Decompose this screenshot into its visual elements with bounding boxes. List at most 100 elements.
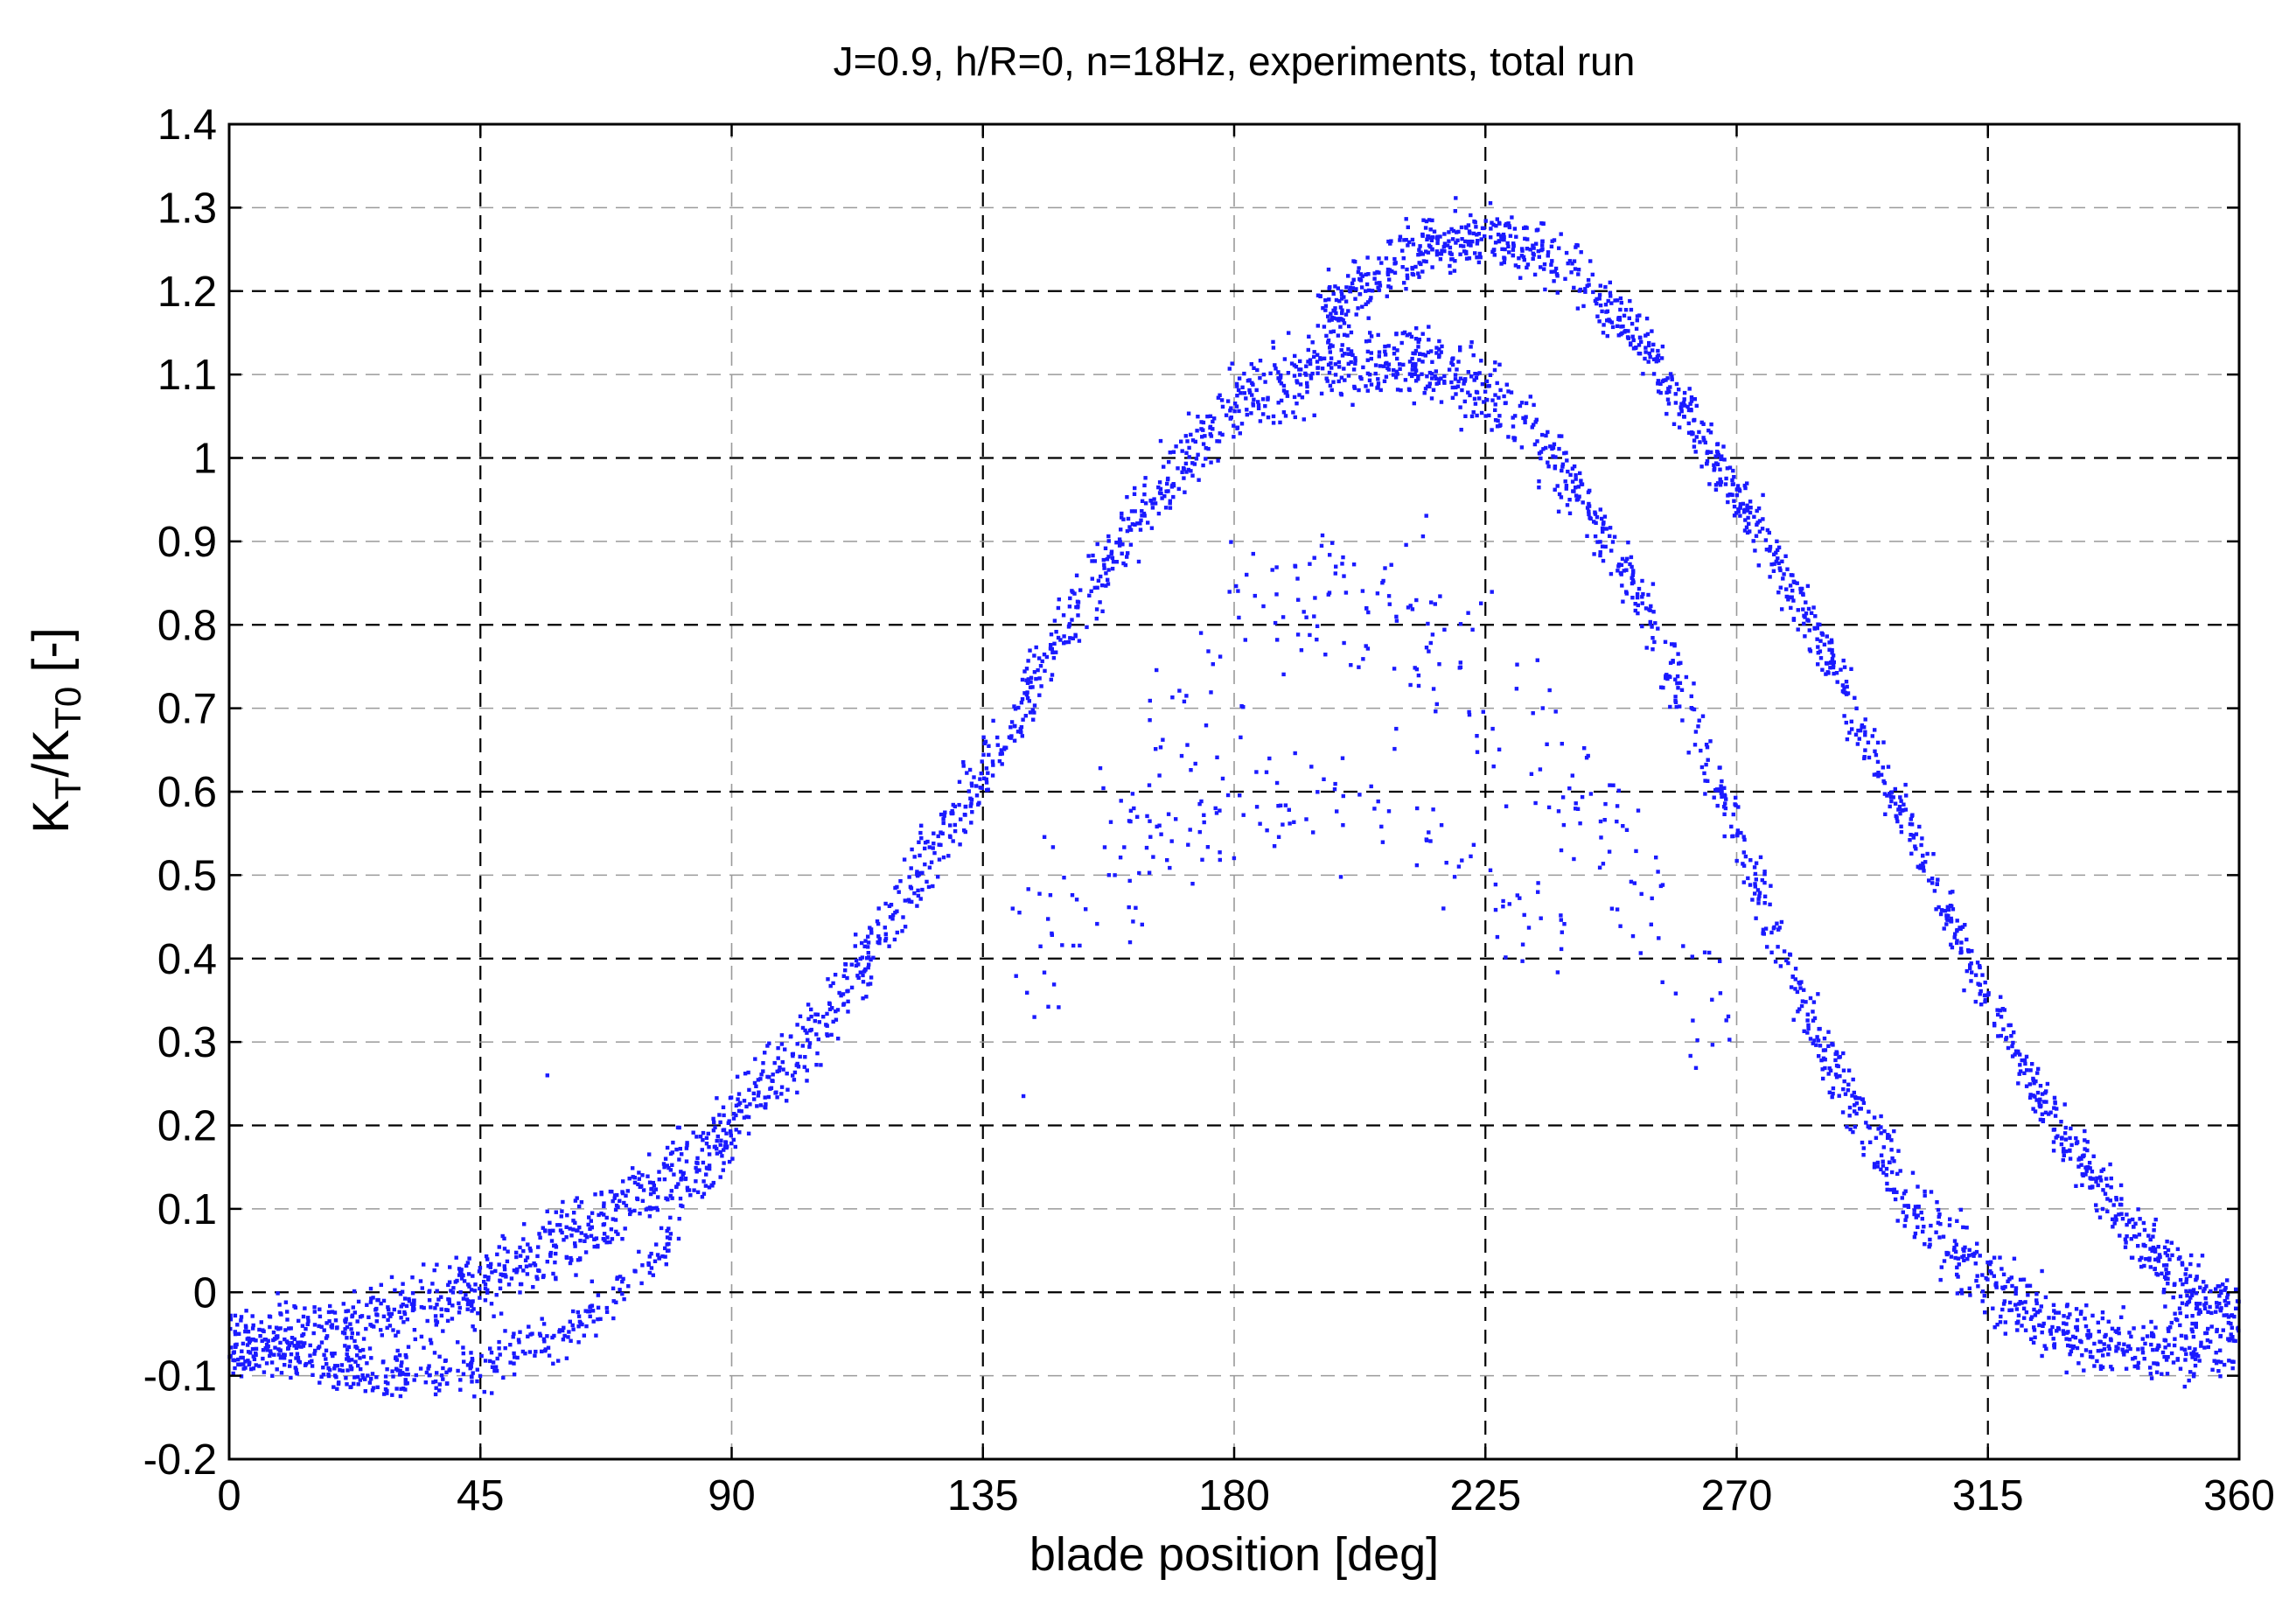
scatter-point	[1606, 298, 1610, 304]
scatter-point	[1630, 581, 1635, 586]
scatter-point	[273, 1345, 277, 1350]
scatter-point	[1588, 515, 1592, 521]
scatter-point	[577, 1257, 583, 1261]
scatter-point	[389, 1311, 394, 1317]
scatter-point	[629, 1210, 633, 1214]
scatter-point	[890, 917, 895, 921]
scatter-point	[1306, 360, 1310, 364]
scatter-point	[1895, 815, 1899, 821]
scatter-point	[1613, 298, 1617, 303]
scatter-point	[1868, 1140, 1873, 1144]
scatter-point	[1965, 1226, 1969, 1230]
scatter-point	[1350, 286, 1356, 290]
scatter-point	[1809, 611, 1814, 615]
scatter-point	[676, 1236, 681, 1241]
scatter-point	[1840, 1110, 1846, 1114]
scatter-point	[1294, 365, 1299, 369]
scatter-point	[984, 780, 989, 785]
scatter-point	[1715, 442, 1720, 447]
scatter-point	[478, 1286, 482, 1291]
scatter-point	[1458, 665, 1463, 669]
scatter-point	[1346, 274, 1350, 278]
scatter-point	[1788, 583, 1793, 588]
scatter-point	[1834, 1063, 1839, 1068]
scatter-point	[1884, 1173, 1888, 1177]
scatter-point	[1036, 667, 1040, 673]
scatter-point	[2051, 1316, 2056, 1320]
scatter-point	[1395, 372, 1399, 376]
scatter-point	[433, 1314, 438, 1318]
scatter-point	[695, 1161, 700, 1165]
scatter-point	[1902, 1204, 1907, 1208]
scatter-point	[553, 1260, 557, 1265]
scatter-point	[779, 1033, 785, 1038]
scatter-point	[1608, 526, 1613, 530]
scatter-point	[394, 1358, 399, 1362]
scatter-point	[1732, 475, 1736, 479]
scatter-point	[1569, 270, 1574, 275]
scatter-point	[1139, 518, 1143, 522]
scatter-point	[2142, 1263, 2146, 1268]
scatter-point	[1434, 709, 1438, 714]
scatter-point	[863, 939, 868, 943]
scatter-point	[1250, 393, 1254, 397]
scatter-point	[923, 846, 927, 851]
scatter-point	[661, 1162, 666, 1166]
scatter-point	[2047, 1316, 2051, 1320]
scatter-point	[622, 1200, 626, 1205]
scatter-point	[313, 1348, 318, 1353]
scatter-point	[1535, 439, 1539, 444]
scatter-point	[2095, 1176, 2099, 1180]
scatter-point	[1653, 621, 1657, 625]
scatter-point	[477, 1269, 482, 1274]
scatter-point	[1935, 882, 1939, 886]
scatter-point	[1816, 992, 1820, 996]
scatter-point	[834, 1017, 839, 1022]
scatter-point	[974, 784, 979, 788]
scatter-point	[1326, 314, 1330, 318]
scatter-point	[1643, 356, 1647, 361]
scatter-point	[394, 1355, 398, 1359]
scatter-point	[251, 1366, 256, 1371]
scatter-point	[503, 1329, 507, 1333]
scatter-point	[861, 996, 865, 1001]
scatter-point	[761, 1061, 765, 1066]
scatter-point	[583, 1239, 587, 1243]
scatter-point	[1693, 1066, 1699, 1070]
scatter-point	[1830, 651, 1834, 655]
scatter-point	[1310, 340, 1315, 345]
scatter-point	[2125, 1345, 2131, 1349]
scatter-point	[2114, 1345, 2118, 1349]
scatter-point	[1025, 681, 1030, 685]
scatter-point	[562, 1325, 566, 1330]
scatter-point	[1699, 465, 1704, 469]
scatter-point	[2105, 1197, 2110, 1201]
scatter-point	[1557, 246, 1561, 250]
scatter-point	[2000, 1307, 2005, 1312]
scatter-point	[272, 1352, 276, 1357]
scatter-point	[441, 1377, 445, 1381]
scatter-point	[1456, 379, 1461, 384]
scatter-point	[469, 1361, 473, 1366]
scatter-point	[2090, 1170, 2095, 1174]
scatter-point	[672, 1172, 676, 1177]
scatter-point	[1762, 901, 1767, 905]
scatter-point	[1621, 324, 1625, 329]
scatter-point	[1104, 583, 1108, 588]
scatter-point	[1229, 540, 1233, 544]
scatter-point	[1208, 414, 1213, 418]
scatter-point	[1957, 1262, 1961, 1267]
scatter-point	[2083, 1172, 2088, 1177]
scatter-point	[596, 1317, 600, 1322]
scatter-point	[1756, 563, 1761, 568]
y-tick-label: 1.4	[157, 101, 217, 149]
scatter-point	[498, 1286, 503, 1290]
scatter-point	[1143, 476, 1148, 480]
scatter-point	[1320, 367, 1325, 371]
scatter-point	[1910, 813, 1915, 817]
scatter-point	[335, 1387, 339, 1391]
scatter-point	[526, 1334, 530, 1338]
scatter-point	[1120, 511, 1124, 516]
scatter-point	[1419, 250, 1423, 255]
scatter-point	[777, 1068, 781, 1073]
